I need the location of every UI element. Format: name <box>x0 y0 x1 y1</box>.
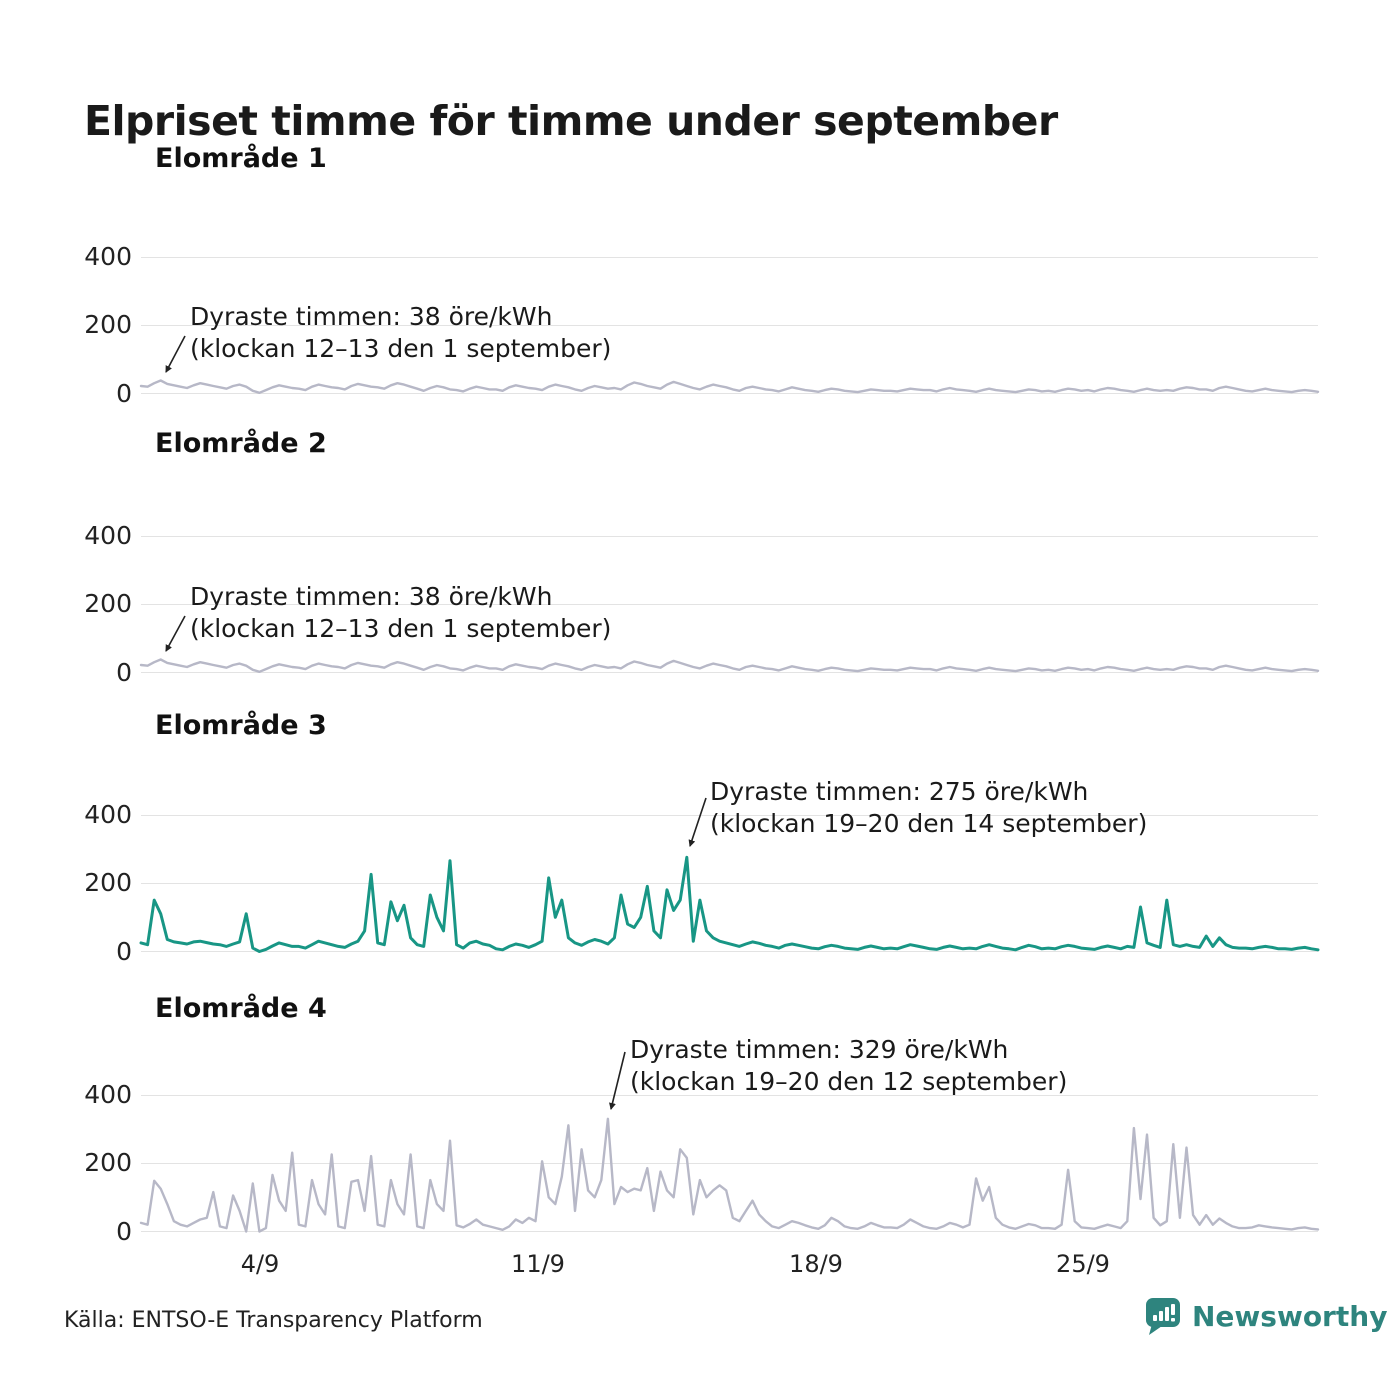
annotation-line1: Dyraste timmen: 329 öre/kWh <box>630 1035 1009 1064</box>
annotation-max-elomrade-4: Dyraste timmen: 329 öre/kWh (klockan 19–… <box>630 1034 1067 1098</box>
panel-title-elomrade-4: Elområde 4 <box>155 993 327 1024</box>
annotation-line1: Dyraste timmen: 38 öre/kWh <box>190 302 553 331</box>
y-tick-label: 0 <box>116 378 132 408</box>
price-line-elomrade-2 <box>139 658 1320 674</box>
x-tick-label-4-9: 4/9 <box>240 1250 280 1278</box>
y-tick-label: 200 <box>84 1147 132 1177</box>
page-title: Elpriset timme för timme under september <box>84 97 1058 146</box>
y-tick-label: 400 <box>84 799 132 829</box>
y-tick-label: 0 <box>116 657 132 687</box>
annotation-line2: (klockan 19–20 den 14 september) <box>710 809 1148 838</box>
y-tick-label: 200 <box>84 588 132 618</box>
brand-name: Newsworthy <box>1192 1299 1388 1333</box>
price-line-elomrade-1 <box>139 379 1320 395</box>
panel-title-elomrade-1: Elområde 1 <box>155 143 327 174</box>
y-tick-label: 400 <box>84 241 132 271</box>
annotation-line2: (klockan 19–20 den 12 september) <box>630 1067 1068 1096</box>
annotation-max-elomrade-2: Dyraste timmen: 38 öre/kWh (klockan 12–1… <box>190 581 611 645</box>
x-tick-label-11-9: 11/9 <box>511 1250 565 1278</box>
source-attribution: Källa: ENTSO-E Transparency Platform <box>64 1308 483 1333</box>
x-tick-label-18-9: 18/9 <box>789 1250 843 1278</box>
price-line-elomrade-4 <box>139 1117 1320 1233</box>
y-tick-label: 200 <box>84 309 132 339</box>
y-tick-label: 400 <box>84 1079 132 1109</box>
line-chart-elomrade-2 <box>139 536 1320 674</box>
x-tick-label-25-9: 25/9 <box>1056 1250 1110 1278</box>
y-tick-label: 200 <box>84 867 132 897</box>
annotation-line2: (klockan 12–13 den 1 september) <box>190 334 612 363</box>
y-tick-label: 0 <box>116 1216 132 1246</box>
annotation-line1: Dyraste timmen: 38 öre/kWh <box>190 582 553 611</box>
annotation-max-elomrade-1: Dyraste timmen: 38 öre/kWh (klockan 12–1… <box>190 301 611 365</box>
price-line-elomrade-3 <box>139 855 1320 953</box>
y-tick-label: 400 <box>84 520 132 550</box>
annotation-line1: Dyraste timmen: 275 öre/kWh <box>710 777 1089 806</box>
panel-title-elomrade-3: Elområde 3 <box>155 710 327 741</box>
line-chart-elomrade-3 <box>139 815 1320 953</box>
y-tick-label: 0 <box>116 936 132 966</box>
brand-logo: Newsworthy <box>1144 1296 1387 1336</box>
annotation-line2: (klockan 12–13 den 1 september) <box>190 614 612 643</box>
annotation-max-elomrade-3: Dyraste timmen: 275 öre/kWh (klockan 19–… <box>710 776 1147 840</box>
panel-title-elomrade-2: Elområde 2 <box>155 428 327 459</box>
newsworthy-icon <box>1146 1298 1180 1335</box>
line-chart-elomrade-1 <box>139 257 1320 395</box>
line-chart-elomrade-4 <box>139 1095 1320 1233</box>
